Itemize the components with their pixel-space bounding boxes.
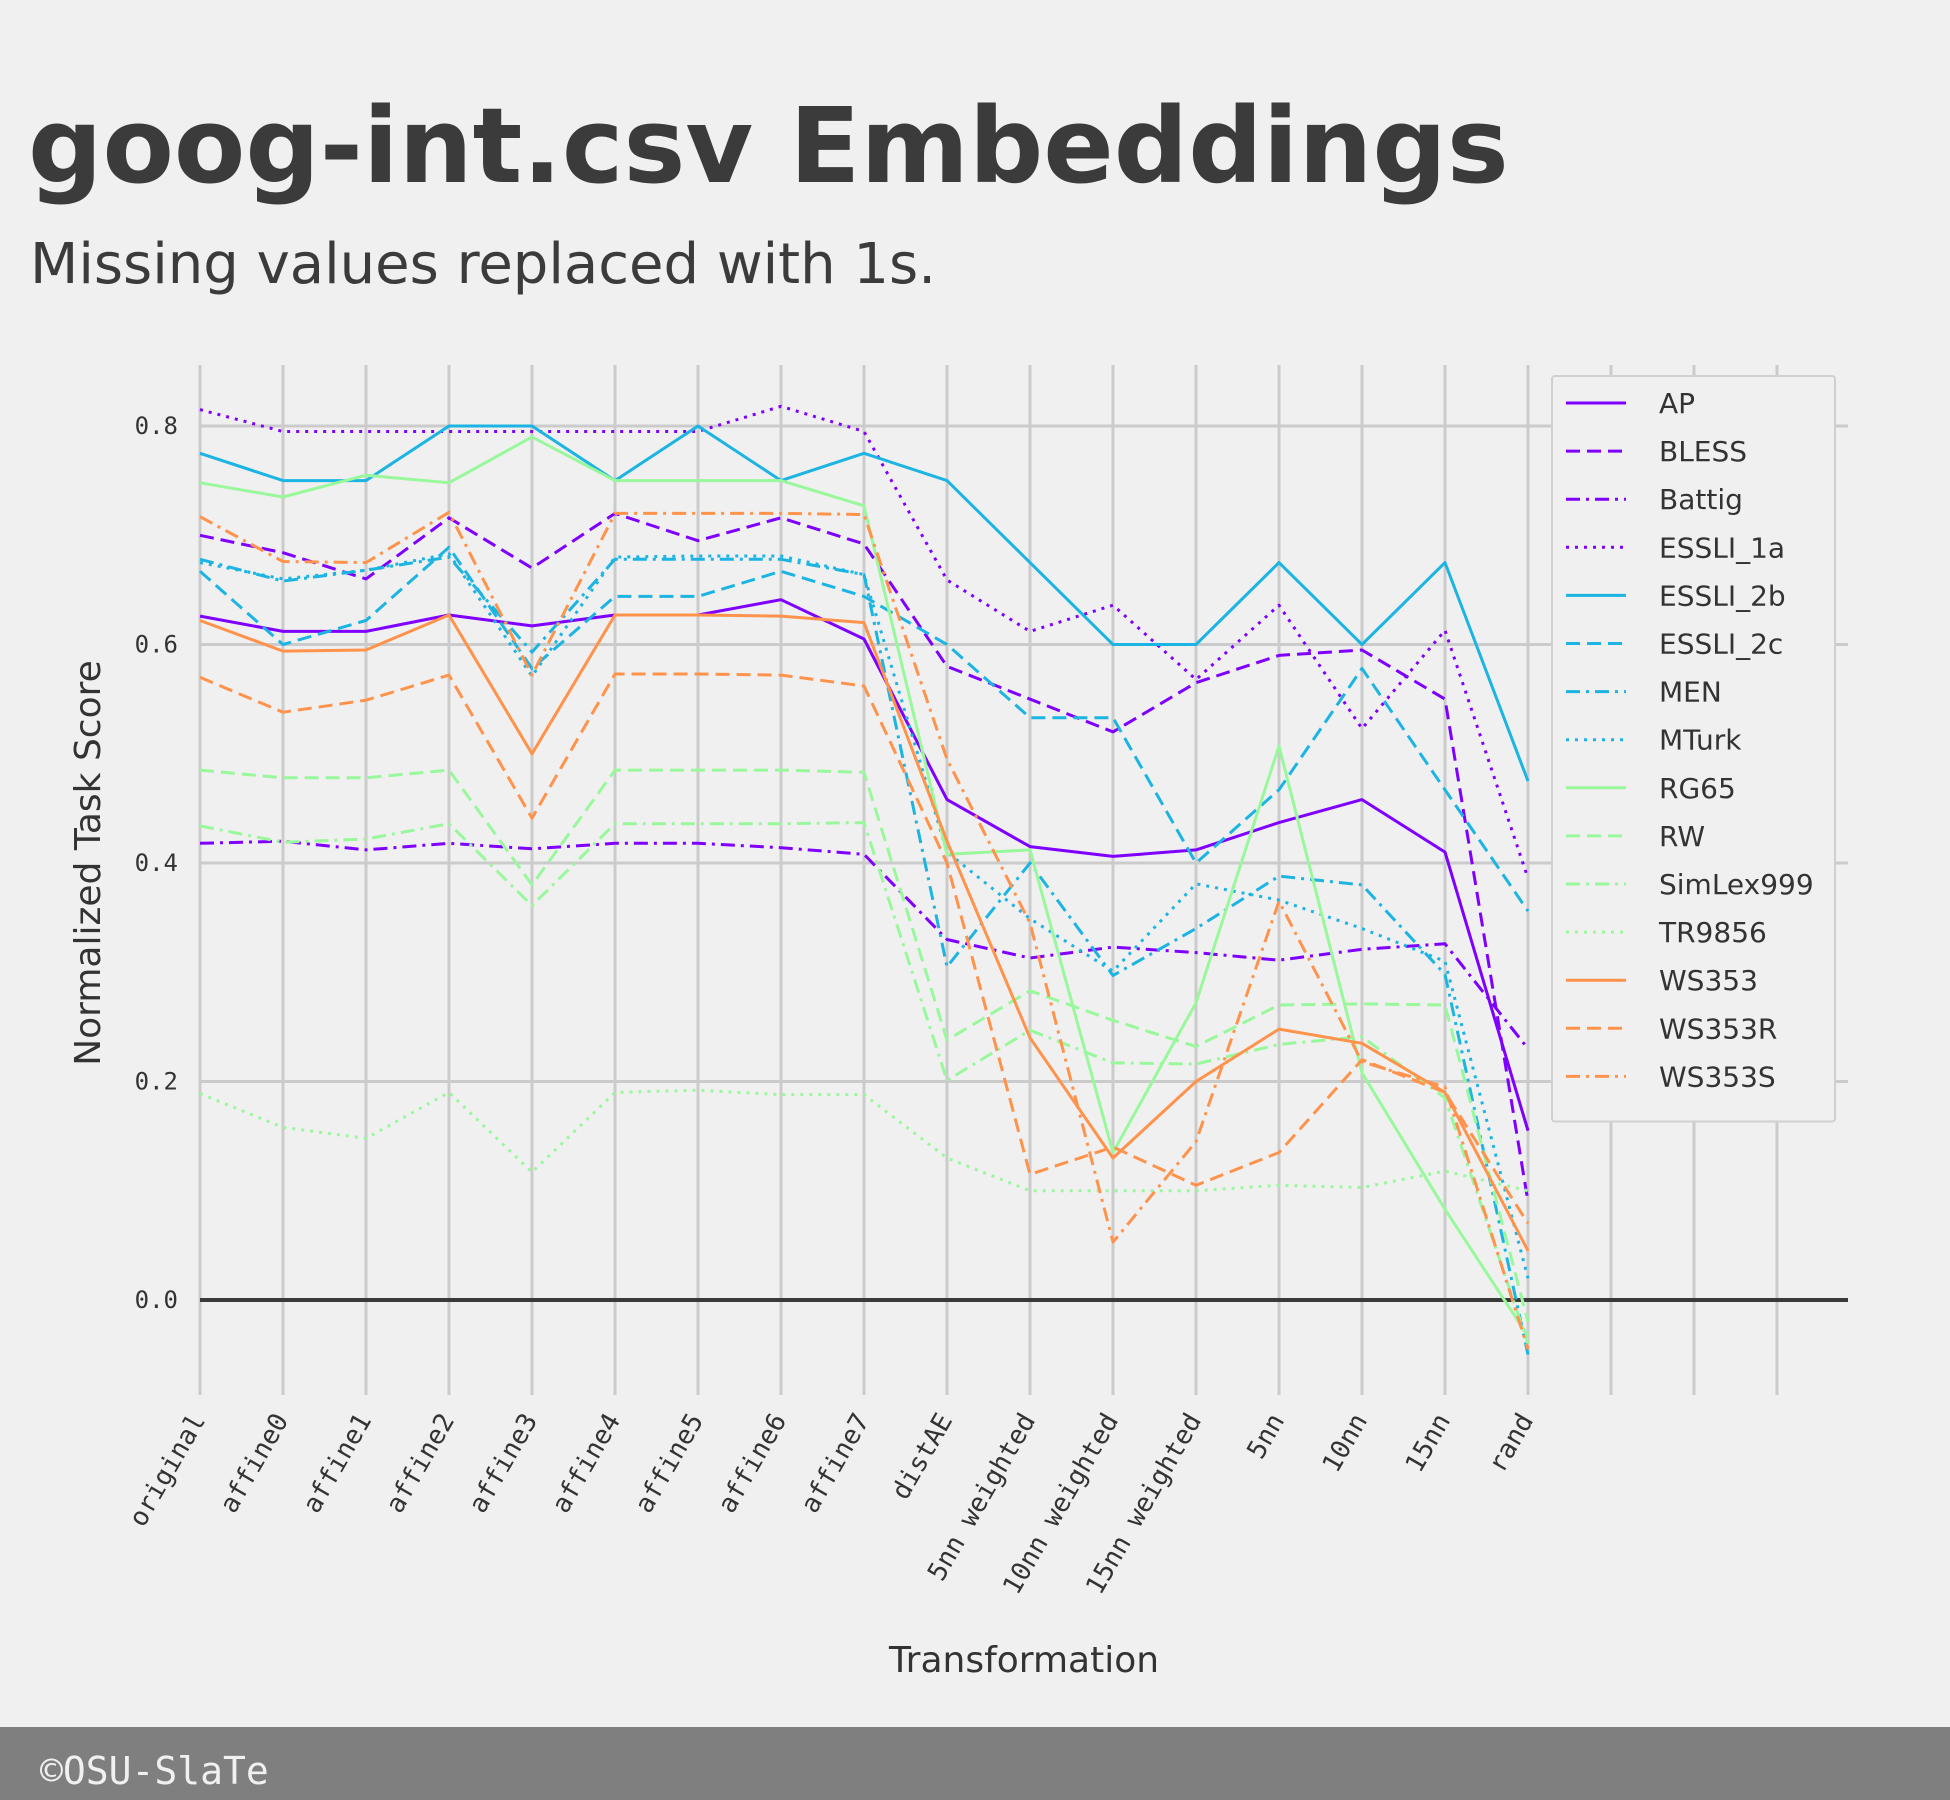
series-line-ws353r <box>199 672 1530 1225</box>
chart-subtitle: Missing values replaced with 1s. <box>30 232 937 297</box>
x-tick-label: 15nn <box>1400 1409 1457 1478</box>
series-line-rg65 <box>199 435 1530 1337</box>
series-line-essli_2b <box>199 424 1530 782</box>
series-line-ws353 <box>199 613 1530 1252</box>
x-tick-label: affine3 <box>463 1409 544 1519</box>
footer-bar: ©OSU-SlaTe <box>0 1727 1950 1800</box>
legend-label: WS353R <box>1659 1012 1777 1045</box>
legend-label: ESSLI_1a <box>1659 531 1785 564</box>
legend-label: MEN <box>1659 676 1722 709</box>
legend-label: ESSLI_2c <box>1659 628 1783 661</box>
x-tick-label: rand <box>1483 1409 1540 1478</box>
footer-copyright: ©OSU-SlaTe <box>40 1749 269 1793</box>
x-tick-label: 10nn <box>1317 1409 1374 1478</box>
legend-label: Battig <box>1659 483 1743 516</box>
series-line-essli_2c <box>199 545 1530 912</box>
y-tick-label: 0.2 <box>135 1068 178 1096</box>
legend-label: RW <box>1659 820 1705 853</box>
series-line-tr9856 <box>199 1088 1529 1193</box>
chart-title: goog-int.csv Embeddings <box>28 85 1509 207</box>
x-tick-label: affine4 <box>546 1409 627 1519</box>
x-tick-label: affine7 <box>795 1409 876 1519</box>
x-axis-label: Transformation <box>888 1640 1159 1681</box>
legend-box <box>1551 375 1836 1123</box>
legend-label: BLESS <box>1659 435 1747 468</box>
legend-label: TR9856 <box>1658 916 1767 949</box>
x-tick-label: affine0 <box>214 1409 295 1519</box>
x-tick-label: affine6 <box>712 1409 793 1519</box>
legend-label: AP <box>1659 387 1695 420</box>
series-line-simlex999 <box>199 821 1530 1345</box>
legend-label: MTurk <box>1659 724 1742 757</box>
legend-label: WS353 <box>1659 964 1758 997</box>
x-tick-label: affine2 <box>380 1409 461 1519</box>
series-line-men <box>199 555 1530 1355</box>
y-tick-label: 0.0 <box>135 1286 178 1314</box>
x-tick-labels: original affine0 affine1 affine2 affine3 affi… <box>123 1409 1540 1600</box>
series-line-ws353s <box>199 510 1530 1350</box>
y-tick-label: 0.6 <box>135 631 178 659</box>
y-axis-label: Normalized Task Score <box>68 660 109 1066</box>
series-line-ap <box>199 598 1530 1132</box>
legend-label: WS353S <box>1659 1060 1776 1093</box>
y-tick-label: 0.8 <box>135 412 178 440</box>
x-tick-label: affine5 <box>629 1409 710 1519</box>
x-tick-label: distAE <box>886 1409 959 1505</box>
series-line-rw <box>199 768 1530 1323</box>
legend-label: ESSLI_2b <box>1659 579 1786 612</box>
series-lines <box>199 404 1530 1355</box>
y-tick-labels: 0.0 0.2 0.4 0.6 0.8 <box>135 412 178 1314</box>
line-chart: 0.00.20.40.60.8 original affine0 affine1 af… <box>68 365 1848 1681</box>
x-tick-label: affine1 <box>297 1409 378 1519</box>
legend-label: SimLex999 <box>1659 868 1814 901</box>
legend-label: RG65 <box>1659 772 1736 805</box>
series-line-bless <box>199 511 1530 1202</box>
x-tick-label: original <box>123 1409 212 1532</box>
x-tick-label: 5nn <box>1242 1409 1291 1465</box>
legend: AP BLESS Battig ESSLI_1a ESSLI_2b ESSLI_2c MEN… <box>1551 375 1836 1123</box>
y-tick-label: 0.4 <box>135 849 178 877</box>
